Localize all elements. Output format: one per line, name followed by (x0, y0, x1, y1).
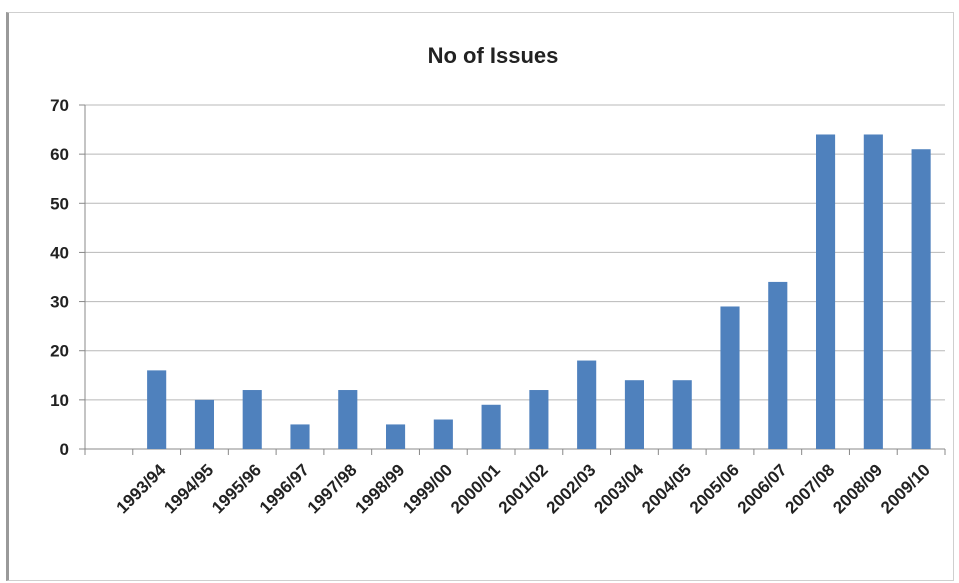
x-tick-label: 1996/97 (256, 460, 313, 517)
bar (529, 390, 549, 449)
y-tick-label: 40 (50, 243, 69, 262)
chart-title: No of Issues (428, 43, 559, 68)
x-tick-label: 1998/99 (351, 460, 408, 517)
bars (147, 134, 931, 449)
bar (577, 360, 597, 449)
x-tick-label: 2003/04 (590, 460, 647, 517)
bar (720, 306, 740, 449)
bar (290, 424, 310, 449)
bar (338, 390, 358, 449)
bar (816, 134, 836, 449)
bar (242, 390, 262, 449)
x-tick-label: 2006/07 (734, 460, 791, 517)
bar (481, 404, 501, 449)
chart-frame (6, 12, 954, 581)
x-tick-label: 2001/02 (495, 460, 552, 517)
x-tick-label: 2000/01 (447, 460, 504, 517)
y-tick-label: 60 (50, 145, 69, 164)
bar (194, 399, 214, 449)
y-tick-label: 50 (50, 194, 69, 213)
bar (672, 380, 692, 449)
bar (433, 419, 453, 449)
bar (386, 424, 406, 449)
x-tick-label: 2007/08 (781, 460, 838, 517)
x-tick-label: 1997/98 (304, 460, 361, 517)
y-tick-label: 20 (50, 342, 69, 361)
x-tick-label: 1995/96 (208, 460, 265, 517)
x-tick-label: 2009/10 (877, 460, 934, 517)
bar (147, 370, 167, 449)
bar (863, 134, 883, 449)
y-tick-label: 10 (50, 391, 69, 410)
x-tick-label: 2002/03 (543, 460, 600, 517)
x-tick-label: 2005/06 (686, 460, 743, 517)
x-tick-label: 1993/94 (113, 460, 170, 517)
bar (911, 149, 931, 449)
x-tick-label: 1999/00 (399, 460, 456, 517)
bar (624, 380, 644, 449)
y-tick-label: 0 (60, 440, 69, 459)
y-tick-label: 30 (50, 293, 69, 312)
x-tick-label: 2004/05 (638, 460, 695, 517)
gridlines (85, 104, 945, 401)
x-tick-label: 1994/95 (160, 460, 217, 517)
y-axis: 0 10 20 30 40 50 60 70 (50, 96, 86, 459)
x-axis: 1993/941994/951995/961996/971997/981998/… (84, 448, 946, 517)
bar (768, 281, 788, 449)
y-tick-label: 70 (50, 96, 69, 115)
x-tick-label: 2008/09 (829, 460, 886, 517)
